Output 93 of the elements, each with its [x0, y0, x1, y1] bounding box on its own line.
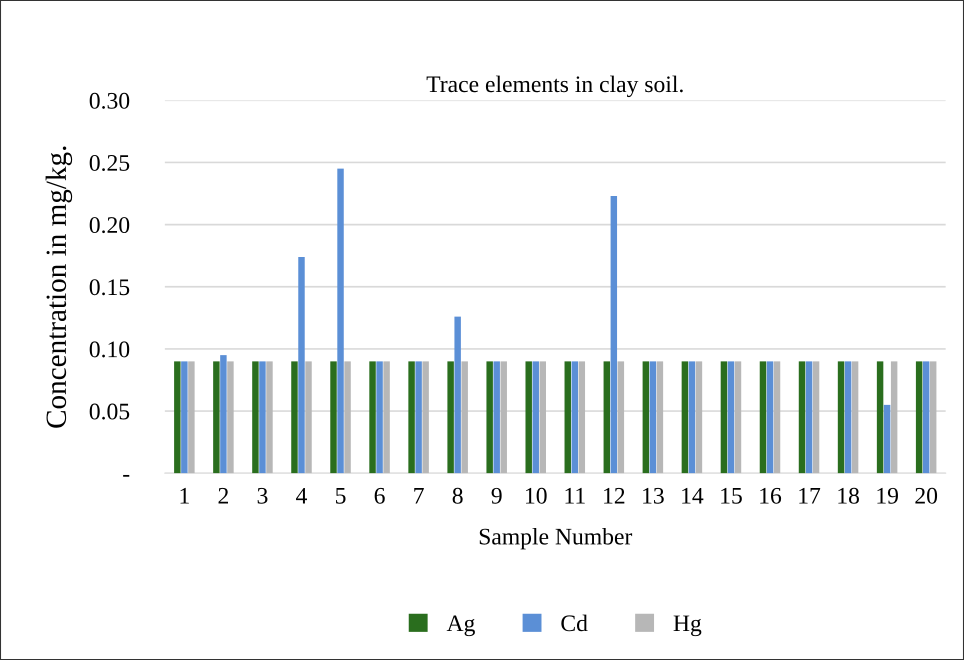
bar — [266, 361, 273, 474]
bar — [454, 316, 461, 474]
bar — [259, 361, 266, 474]
x-tick-label: 19 — [877, 488, 898, 504]
bar — [922, 361, 930, 474]
bar — [305, 361, 312, 474]
bar — [656, 361, 664, 474]
bar — [408, 361, 415, 474]
bar — [415, 361, 422, 474]
x-tick-label: 3 — [258, 488, 268, 504]
bar — [298, 256, 305, 474]
bar — [618, 361, 624, 474]
legend-label: Cd — [561, 614, 588, 632]
legend-label: Ag — [446, 615, 475, 636]
bar — [461, 361, 468, 474]
x-tick-label: 7 — [414, 488, 424, 504]
x-tick-label: 5 — [336, 488, 346, 504]
bar — [930, 361, 936, 474]
bar — [540, 361, 546, 474]
bar — [890, 361, 898, 474]
x-tick-label: 11 — [566, 488, 585, 504]
y-axis-title: Concentration in mg/kg. — [46, 146, 72, 428]
bar — [578, 361, 586, 474]
bar — [734, 361, 742, 474]
x-tick-label: 12 — [604, 488, 624, 504]
bar — [525, 361, 532, 474]
bar — [688, 361, 696, 474]
bar — [422, 361, 429, 474]
bar — [696, 361, 702, 474]
bar — [610, 196, 618, 474]
bar — [181, 361, 188, 474]
bar — [760, 361, 766, 474]
bar — [682, 361, 688, 474]
bar — [213, 361, 220, 474]
chart-title: Trace elements in clay soil. — [426, 76, 683, 98]
bar — [188, 361, 195, 474]
y-tick-label: 0.25 — [90, 154, 130, 171]
y-tick-label: 0.20 — [90, 217, 130, 234]
bar — [532, 361, 539, 474]
legend-label: Hg — [674, 616, 702, 636]
bar — [876, 361, 884, 474]
bar — [852, 361, 858, 474]
bar — [383, 361, 390, 474]
x-tick-label: 1 — [180, 488, 189, 504]
bar — [337, 168, 344, 474]
bar — [369, 361, 376, 474]
x-tick-label: 17 — [799, 488, 820, 504]
bar — [564, 361, 571, 474]
bar — [291, 361, 298, 474]
x-tick-label: 4 — [296, 488, 308, 504]
bar — [650, 361, 656, 474]
bar — [500, 361, 507, 474]
bar — [642, 361, 650, 474]
x-tick-label: 14 — [682, 488, 704, 504]
bar — [174, 361, 181, 474]
bar — [330, 361, 337, 474]
y-tick-label: 0.05 — [90, 404, 130, 420]
bar — [220, 355, 227, 474]
bar — [252, 361, 259, 474]
y-tick-label: 0.30 — [90, 92, 130, 109]
bar — [916, 361, 922, 474]
bar — [447, 361, 454, 474]
bar — [344, 361, 351, 474]
bar — [227, 361, 234, 474]
x-tick-label: 2 — [218, 488, 228, 504]
bar — [486, 361, 493, 474]
y-tick-label: 0.15 — [90, 279, 130, 296]
x-tick-label: 13 — [643, 488, 664, 504]
x-tick-label: 8 — [452, 488, 463, 504]
x-tick-label: 15 — [721, 488, 742, 504]
bar — [376, 361, 383, 474]
bar — [774, 361, 780, 474]
bar — [884, 404, 890, 474]
bar — [572, 361, 578, 474]
y-tick-label: 0.10 — [90, 341, 130, 358]
bar — [720, 361, 728, 474]
bar — [766, 361, 774, 474]
bar — [728, 361, 734, 474]
bar — [604, 361, 610, 474]
bar — [838, 361, 844, 474]
x-tick-label: 10 — [526, 488, 547, 504]
bar — [844, 361, 852, 474]
x-tick-label: 16 — [760, 488, 782, 504]
bar — [493, 361, 500, 474]
x-tick-label: 20 — [915, 488, 938, 504]
x-tick-label: 18 — [838, 488, 859, 504]
y-tick-label: - — [123, 474, 130, 477]
x-axis-title: Sample Number — [480, 528, 632, 550]
bar — [798, 361, 806, 474]
x-tick-label: 9 — [492, 488, 502, 504]
bar — [806, 361, 812, 474]
bar — [812, 361, 820, 474]
x-tick-label: 6 — [374, 488, 385, 504]
